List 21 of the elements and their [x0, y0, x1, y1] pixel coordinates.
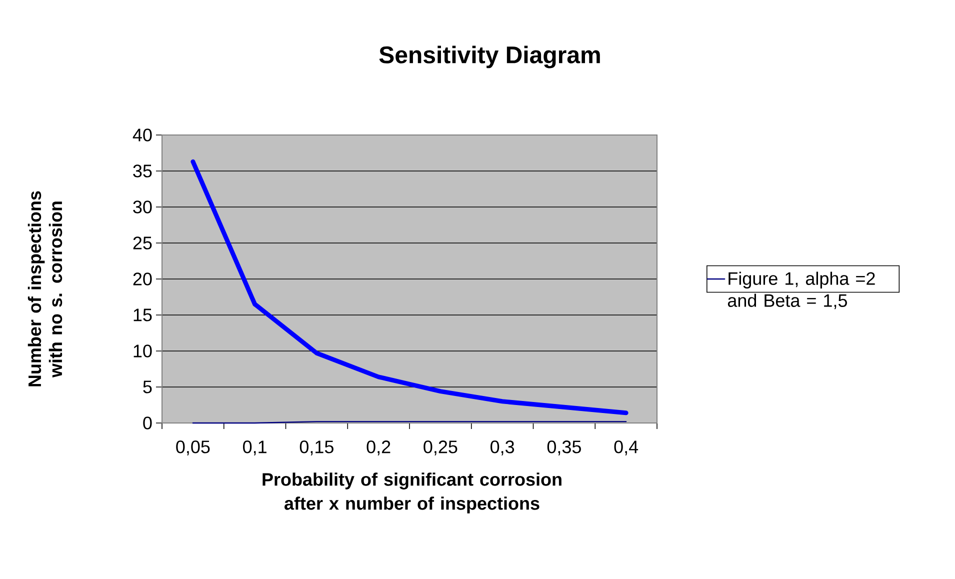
y-tick-label: 0: [143, 416, 152, 430]
x-tick-label: 0,15: [300, 440, 334, 456]
x-tick-label: 0,05: [176, 440, 210, 456]
legend-label: Figure 1, alpha =2 and Beta = 1,5: [728, 272, 875, 310]
y-tick-label: 20: [133, 272, 152, 286]
x-tick-label: 0,3: [490, 440, 514, 456]
y-tick-label: 35: [133, 164, 152, 178]
x-tick-label: 0,35: [547, 440, 581, 456]
y-tick-label: 15: [134, 308, 152, 322]
y-tick-label: 40: [132, 128, 152, 142]
x-tick-label: 0,2: [366, 440, 390, 456]
x-axis-title: Probability of significant corrosion after x number of inspections: [262, 472, 562, 514]
y-tick-label: 25: [133, 236, 152, 250]
y-tick-label: 10: [134, 344, 152, 358]
x-tick-label: 0,1: [243, 440, 266, 456]
x-tick-label: 0,4: [614, 440, 638, 456]
y-tick-label: 30: [133, 200, 152, 214]
y-axis-title: Number of inspections with no s. corrosion: [28, 191, 62, 386]
y-tick-label: 5: [143, 380, 152, 394]
x-tick-label: 0,25: [424, 440, 458, 456]
chart-title: Sensitivity Diagram: [379, 46, 600, 68]
